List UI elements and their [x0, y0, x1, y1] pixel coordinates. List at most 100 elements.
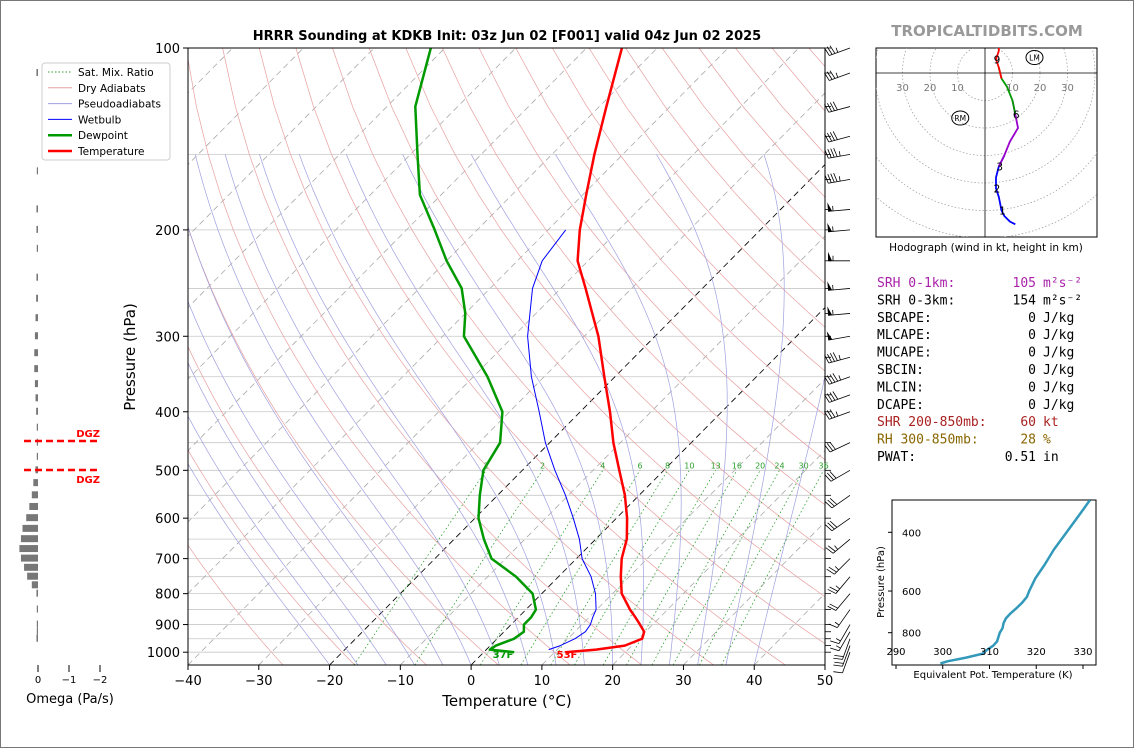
index-label: SBCAPE:: [877, 311, 932, 326]
index-unit: m²s⁻²: [1043, 276, 1082, 291]
omega-bar: [36, 634, 38, 642]
wind-barb-half: [835, 638, 841, 642]
x-tick-label: 50: [817, 674, 834, 689]
wind-barb-flag: [828, 566, 837, 573]
y-tick-label: 100: [155, 42, 180, 57]
omega-bar: [36, 407, 38, 415]
theta-e-x-label: Equivalent Pot. Temperature (K): [913, 670, 1072, 681]
theta-e-y-label: Pressure (hPa): [876, 546, 887, 618]
wind-barb-half: [838, 176, 841, 182]
index-label: RH 300-850mb:: [877, 433, 979, 448]
moist-adiabat: [188, 415, 359, 665]
mixing-ratio-line: [672, 470, 780, 665]
wind-barb-staff: [828, 209, 851, 212]
dry-adiabat: [442, 48, 825, 506]
skewt-ticks: −40 −30 −20 −10 0 10 20 30 40 50 100 200 300 400 500 60…: [147, 42, 833, 689]
dgz-top-label: DGZ: [76, 429, 100, 440]
omega-bar: [29, 502, 38, 510]
omega-bar: [22, 524, 38, 532]
index-label: SRH 0-1km:: [877, 276, 955, 291]
wind-barb: [824, 101, 851, 113]
theta-e-x-tick-label: 310: [980, 647, 999, 658]
wind-barb-flag: [829, 603, 838, 609]
wind-barb-half: [835, 72, 839, 78]
isotherm: [188, 48, 375, 237]
wind-barb-staff: [837, 609, 851, 628]
dry-adiabat: [515, 48, 825, 416]
wind-barb: [827, 281, 851, 291]
wind-barb-flag: [832, 131, 838, 140]
mixing-ratio-label: 10: [684, 461, 694, 470]
theta-e-y-tick-label: 400: [902, 528, 921, 539]
theta-e-x-tick-label: 290: [886, 647, 905, 658]
x-tick-label: 20: [604, 674, 621, 689]
isotherm: [188, 48, 446, 309]
dgz-bottom-label: DGZ: [76, 475, 100, 486]
wind-barb-pennant: [827, 306, 833, 316]
wind-barb-flag: [833, 172, 838, 182]
skewt-series: [414, 48, 646, 654]
index-unit: J/kg: [1043, 398, 1074, 413]
mixing-ratio-label: 8: [665, 461, 670, 470]
index-label: MLCAPE:: [877, 328, 932, 343]
legend-label: Sat. Mix. Ratio: [78, 67, 154, 79]
wind-barb-flag: [830, 173, 835, 183]
wind-barb-flag: [827, 588, 837, 594]
omega-bar: [36, 294, 38, 302]
wind-barb-staff: [835, 593, 851, 611]
hodograph-frame: [875, 47, 1098, 238]
wind-barb-flag: [829, 392, 836, 401]
wind-barb-half: [838, 354, 841, 360]
omega-bar: [33, 479, 38, 487]
wind-barb: [824, 409, 851, 420]
wind-barbs: [824, 45, 851, 674]
x-tick-label: −20: [316, 674, 343, 689]
wind-barb-flag: [827, 103, 833, 112]
wind-barb: [824, 70, 851, 81]
isotherm: [188, 48, 658, 523]
wind-barb-flag: [824, 444, 831, 453]
index-unit: J/kg: [1043, 363, 1074, 378]
wind-barb: [827, 576, 851, 594]
index-value: 0: [1028, 363, 1036, 378]
index-unit: %: [1043, 433, 1051, 448]
omega-bar: [34, 332, 38, 340]
skewt-background-lines: [188, 48, 825, 665]
mixing-ratio-label: 30: [799, 461, 809, 470]
moist-adiabat: [188, 225, 444, 665]
mixing-ratio-line: [414, 470, 543, 665]
wind-barb-staff: [842, 652, 851, 674]
theta-e-line: [940, 500, 1092, 665]
wind-barb-half: [838, 151, 841, 157]
wind-barb: [827, 306, 851, 316]
omega-bar: [19, 545, 38, 553]
wind-barb-half: [835, 47, 839, 53]
wind-barb-flag: [827, 149, 832, 158]
wind-barb-flag: [829, 45, 836, 54]
wind-barb-staff: [829, 411, 851, 420]
hodograph-ring-label: 30: [896, 83, 909, 94]
y-tick-label: 400: [155, 406, 180, 421]
wind-barb-flag: [830, 647, 840, 652]
mixing-ratio-label: 13: [711, 461, 721, 470]
wind-barb-flag: [827, 472, 834, 481]
theta-e-x-tick-label: 300: [933, 647, 952, 658]
omega-axis-label: Omega (Pa/s): [26, 692, 114, 707]
dry-adiabat: [222, 48, 643, 665]
hodograph-height-label: 1: [999, 206, 1006, 218]
wind-barb-half: [835, 411, 839, 417]
mixing-ratio-labels: 1 2 4 6 8 10 13 16 20 24 30 36: [484, 461, 829, 470]
moist-adiabat: [224, 154, 500, 665]
wind-barb-flag: [827, 522, 835, 530]
lm-label: LM: [1029, 54, 1040, 63]
wind-barb-flag: [824, 47, 830, 56]
wind-barb-staff: [829, 72, 851, 81]
wind-barb-flag: [824, 149, 829, 159]
series-temperature: [565, 48, 646, 654]
wind-barb-flag: [832, 373, 839, 382]
hodograph-caption: Hodograph (wind in kt, height in km): [889, 242, 1083, 254]
index-value: 0: [1028, 311, 1036, 326]
hodograph-trace: [995, 155, 1016, 226]
moist-adiabat: [259, 154, 529, 665]
mixing-ratio-label: 1: [484, 461, 489, 470]
